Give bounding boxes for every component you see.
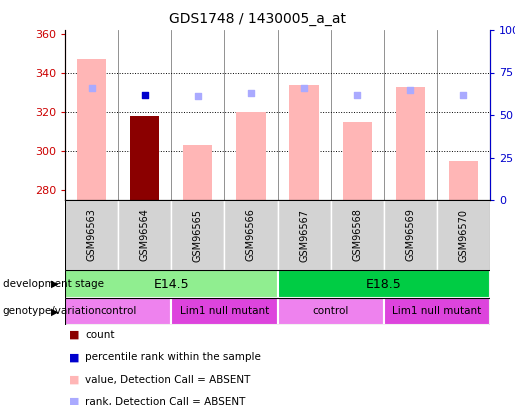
- Bar: [171, 298, 278, 325]
- Bar: [278, 270, 490, 298]
- Text: ■: ■: [70, 352, 80, 362]
- Text: Lim1 null mutant: Lim1 null mutant: [392, 307, 482, 316]
- Text: GSM96569: GSM96569: [405, 209, 415, 262]
- Text: rank, Detection Call = ABSENT: rank, Detection Call = ABSENT: [85, 397, 245, 405]
- Bar: [171, 200, 225, 270]
- Bar: [65, 200, 118, 270]
- Text: ■: ■: [70, 330, 80, 340]
- Text: count: count: [85, 330, 114, 340]
- Text: ▶: ▶: [51, 307, 58, 316]
- Text: GSM96564: GSM96564: [140, 209, 150, 262]
- Text: ■: ■: [70, 375, 80, 385]
- Point: [194, 93, 202, 100]
- Text: development stage: development stage: [3, 279, 104, 289]
- Text: value, Detection Call = ABSENT: value, Detection Call = ABSENT: [85, 375, 250, 385]
- Text: percentile rank within the sample: percentile rank within the sample: [85, 352, 261, 362]
- Point: [88, 85, 96, 91]
- Bar: [225, 200, 278, 270]
- Text: ▶: ▶: [51, 279, 58, 289]
- Text: E14.5: E14.5: [153, 277, 189, 290]
- Bar: [342, 122, 372, 200]
- Bar: [65, 270, 278, 298]
- Text: GSM96567: GSM96567: [299, 209, 309, 262]
- Bar: [289, 85, 319, 200]
- Text: control: control: [100, 307, 136, 316]
- Bar: [384, 298, 490, 325]
- Bar: [130, 116, 159, 200]
- Point: [353, 92, 362, 98]
- Text: ■: ■: [70, 397, 80, 405]
- Bar: [437, 200, 490, 270]
- Text: GSM96565: GSM96565: [193, 209, 203, 262]
- Bar: [396, 87, 425, 200]
- Point: [141, 92, 149, 98]
- Point: [459, 92, 468, 98]
- Text: GDS1748 / 1430005_a_at: GDS1748 / 1430005_a_at: [169, 12, 346, 26]
- Text: GSM96570: GSM96570: [458, 209, 469, 262]
- Point: [406, 86, 415, 93]
- Text: genotype/variation: genotype/variation: [3, 307, 101, 316]
- Bar: [278, 200, 331, 270]
- Bar: [118, 200, 171, 270]
- Bar: [449, 161, 478, 200]
- Bar: [77, 59, 106, 200]
- Bar: [65, 298, 171, 325]
- Point: [300, 85, 308, 91]
- Text: GSM96568: GSM96568: [352, 209, 362, 262]
- Bar: [331, 200, 384, 270]
- Point: [247, 90, 255, 96]
- Text: GSM96566: GSM96566: [246, 209, 256, 262]
- Text: E18.5: E18.5: [366, 277, 402, 290]
- Bar: [384, 200, 437, 270]
- Bar: [236, 112, 266, 200]
- Text: GSM96563: GSM96563: [87, 209, 97, 262]
- Text: control: control: [313, 307, 349, 316]
- Text: Lim1 null mutant: Lim1 null mutant: [180, 307, 269, 316]
- Bar: [183, 145, 212, 200]
- Bar: [278, 298, 384, 325]
